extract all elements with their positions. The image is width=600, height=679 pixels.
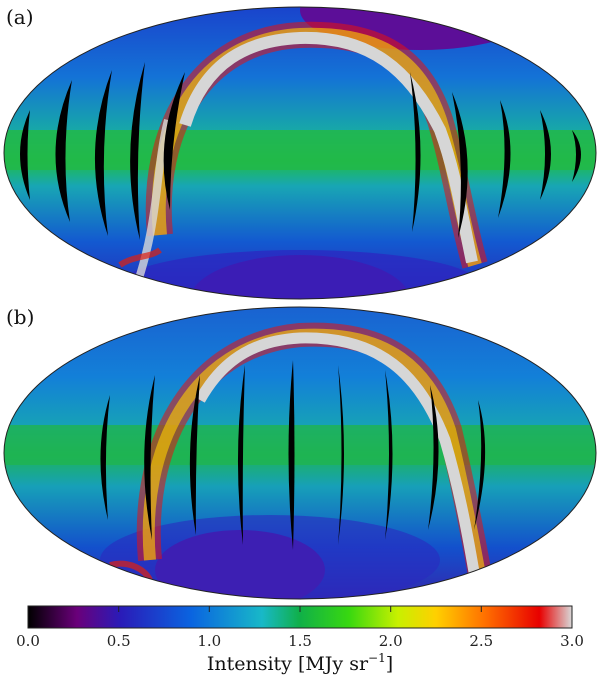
colorbar-tick-label: 1.5 [288,632,312,650]
panel-a-outline [3,6,597,300]
colorbar-title-close: ] [386,653,393,675]
colorbar-tick-label: 2.5 [469,632,493,650]
panel-b-label: (b) [6,305,34,329]
colorbar-tick-label: 3.0 [560,632,584,650]
panel-b-outline [3,306,597,600]
colorbar: 0.0 0.5 1.0 1.5 2.0 2.5 3.0 Intensity [M… [16,605,584,675]
colorbar-ticks [27,606,573,612]
colorbar-tick-label: 0.0 [16,632,40,650]
panel-a-label: (a) [6,5,34,29]
colorbar-tick-label: 1.0 [197,632,221,650]
colorbar-tick-label: 2.0 [379,632,403,650]
colorbar-title-main: Intensity [MJy sr [207,653,369,675]
colorbar-title: Intensity [MJy sr−1] [207,651,393,675]
panel-b: (b) [3,305,597,600]
panel-a-data-gaps [20,62,581,240]
colorbar-tick-label: 0.5 [107,632,131,650]
colorbar-title-exponent: −1 [368,651,386,665]
panel-a: (a) [3,5,597,300]
panel-b-data-gaps [100,360,486,550]
panel-b-galactic-plane [4,425,596,465]
